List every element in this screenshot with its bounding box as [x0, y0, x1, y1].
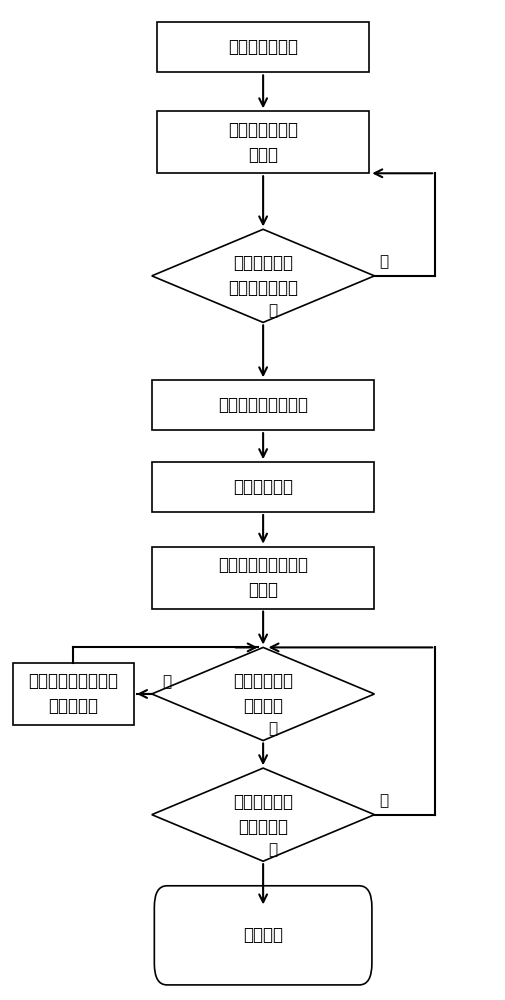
Text: 进入充电状态: 进入充电状态	[233, 478, 292, 496]
FancyBboxPatch shape	[154, 886, 371, 985]
Text: 进入预储能状态: 进入预储能状态	[228, 38, 297, 56]
Text: 充电电流下降
至预设值: 充电电流下降 至预设值	[233, 672, 292, 715]
Text: 判断储能单元
是否完成预储能: 判断储能单元 是否完成预储能	[228, 254, 297, 297]
Text: 对储能单元进行排序: 对储能单元进行排序	[218, 396, 308, 414]
Polygon shape	[152, 768, 374, 861]
Polygon shape	[152, 647, 374, 741]
FancyBboxPatch shape	[13, 663, 134, 725]
Text: 完成充电: 完成充电	[242, 926, 283, 944]
Text: 否: 否	[379, 254, 388, 269]
Text: 是: 是	[162, 674, 171, 689]
Text: 是: 是	[268, 303, 277, 318]
FancyBboxPatch shape	[152, 547, 374, 609]
Text: 是: 是	[268, 842, 277, 857]
Text: 否: 否	[268, 721, 277, 736]
Text: 下一个储能单元串联
到充电回路: 下一个储能单元串联 到充电回路	[28, 672, 118, 715]
FancyBboxPatch shape	[152, 462, 374, 512]
FancyBboxPatch shape	[152, 380, 374, 430]
Polygon shape	[152, 229, 374, 322]
Text: 开始对储能模块
预储能: 开始对储能模块 预储能	[228, 121, 297, 164]
FancyBboxPatch shape	[157, 111, 369, 173]
Text: 负载储能水平
达到预设值: 负载储能水平 达到预设值	[233, 793, 292, 836]
Text: 第一个储能单元对负
载充电: 第一个储能单元对负 载充电	[218, 556, 308, 599]
Text: 否: 否	[379, 793, 388, 808]
FancyBboxPatch shape	[157, 22, 369, 72]
